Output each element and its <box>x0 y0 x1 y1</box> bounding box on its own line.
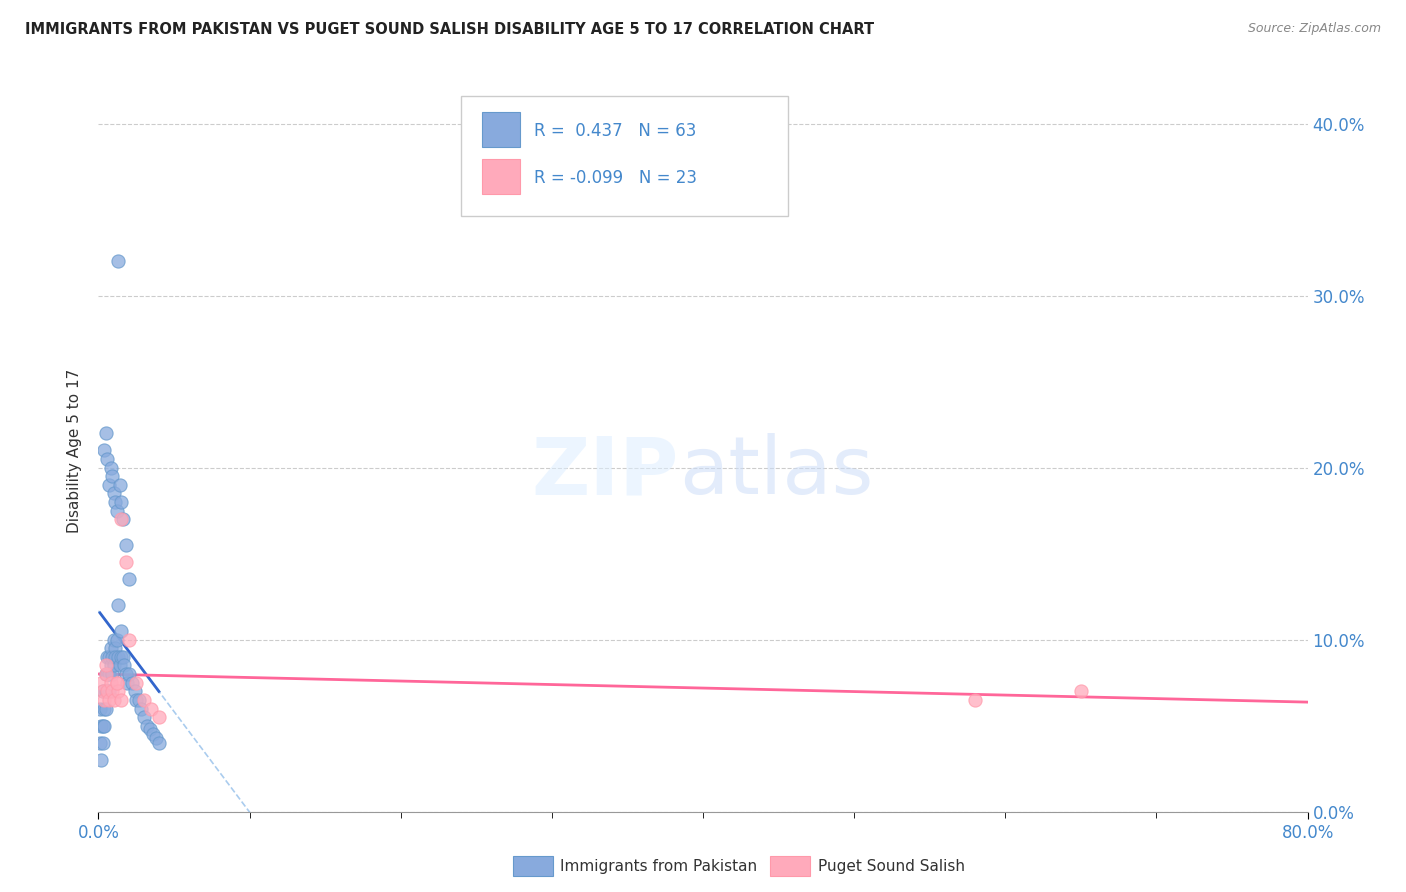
Point <box>115 675 138 690</box>
Point <box>91 719 114 733</box>
Point <box>98 684 121 698</box>
Point <box>103 658 125 673</box>
Point <box>132 693 155 707</box>
Text: IMMIGRANTS FROM PAKISTAN VS PUGET SOUND SALISH DISABILITY AGE 5 TO 17 CORRELATIO: IMMIGRANTS FROM PAKISTAN VS PUGET SOUND … <box>25 22 875 37</box>
Point <box>132 710 155 724</box>
Point <box>139 722 162 736</box>
Y-axis label: Disability Age 5 to 17: Disability Age 5 to 17 <box>67 368 83 533</box>
Point <box>118 573 141 587</box>
Point <box>101 684 124 698</box>
Point <box>114 538 136 552</box>
Point <box>96 684 118 698</box>
Point <box>89 736 111 750</box>
FancyBboxPatch shape <box>482 112 520 147</box>
Point <box>98 693 121 707</box>
Text: ZIP: ZIP <box>531 434 679 511</box>
Point <box>94 701 117 715</box>
Point <box>101 667 124 681</box>
Point <box>110 624 132 639</box>
Point <box>103 693 125 707</box>
Point <box>91 684 114 698</box>
Point <box>96 667 118 681</box>
Point <box>118 632 141 647</box>
Point <box>96 684 118 698</box>
Point <box>103 632 125 647</box>
Point <box>114 555 136 569</box>
Point <box>104 495 127 509</box>
Point <box>105 632 128 647</box>
Point <box>101 469 124 483</box>
Point <box>96 649 118 664</box>
FancyBboxPatch shape <box>482 160 520 194</box>
Point <box>94 667 117 681</box>
Point <box>124 684 146 698</box>
Point <box>96 452 118 467</box>
Point <box>141 701 163 715</box>
Point <box>98 478 121 492</box>
Point <box>111 512 134 526</box>
Point <box>90 753 112 767</box>
Point <box>110 693 132 707</box>
Point <box>107 254 129 268</box>
Point <box>100 675 122 690</box>
Point <box>110 495 132 509</box>
Point <box>110 649 132 664</box>
Point <box>100 641 122 656</box>
Point <box>110 512 132 526</box>
Point <box>135 719 157 733</box>
Point <box>107 649 129 664</box>
Point <box>125 693 148 707</box>
Point <box>108 658 131 673</box>
Point <box>111 649 134 664</box>
Point <box>100 658 122 673</box>
Point <box>90 675 112 690</box>
Point <box>94 684 117 698</box>
Point <box>94 426 117 441</box>
Point <box>125 675 148 690</box>
Point <box>103 486 125 500</box>
Point <box>104 649 127 664</box>
Point <box>93 701 115 715</box>
Point <box>108 478 131 492</box>
Point <box>100 460 122 475</box>
Point <box>1070 684 1092 698</box>
Point <box>129 701 152 715</box>
Text: Puget Sound Salish: Puget Sound Salish <box>818 859 966 873</box>
Point <box>93 443 115 458</box>
Point <box>101 649 124 664</box>
Point <box>148 710 170 724</box>
Point <box>145 731 167 745</box>
Point <box>107 684 129 698</box>
Point <box>94 658 117 673</box>
Point <box>105 675 128 690</box>
Point <box>93 693 115 707</box>
Point <box>121 675 143 690</box>
Point <box>105 675 128 690</box>
Point <box>128 693 150 707</box>
Point <box>91 736 114 750</box>
Point <box>89 701 111 715</box>
Text: atlas: atlas <box>679 434 873 511</box>
Text: Immigrants from Pakistan: Immigrants from Pakistan <box>560 859 756 873</box>
Text: R = -0.099   N = 23: R = -0.099 N = 23 <box>534 169 697 187</box>
Point <box>94 667 117 681</box>
Point <box>90 719 112 733</box>
Point <box>98 667 121 681</box>
Point <box>93 719 115 733</box>
Point <box>112 658 135 673</box>
Point <box>118 667 141 681</box>
Point <box>965 693 987 707</box>
FancyBboxPatch shape <box>461 96 787 216</box>
Point <box>91 684 114 698</box>
Point <box>104 641 127 656</box>
Point <box>98 649 121 664</box>
Point <box>148 736 170 750</box>
Point <box>107 599 129 613</box>
Point <box>142 727 165 741</box>
Point <box>105 503 128 517</box>
Text: R =  0.437   N = 63: R = 0.437 N = 63 <box>534 122 696 140</box>
Text: Source: ZipAtlas.com: Source: ZipAtlas.com <box>1247 22 1381 36</box>
Point <box>114 667 136 681</box>
